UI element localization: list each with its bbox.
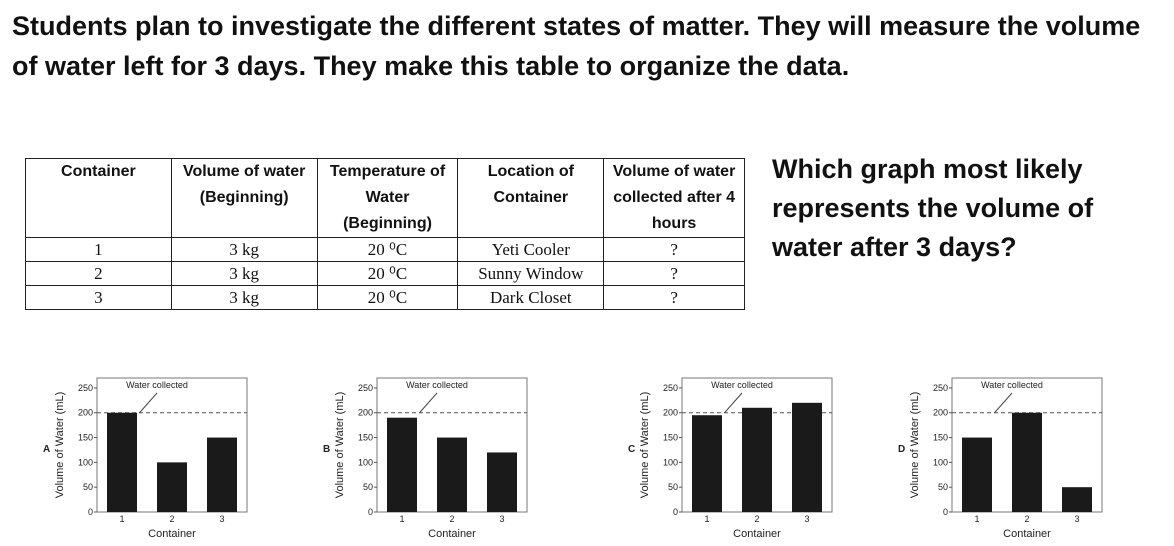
y-tick-label: 100 — [933, 457, 948, 467]
y-tick-label: 150 — [933, 433, 948, 443]
y-tick-label: 50 — [83, 482, 93, 492]
x-axis-label: Container — [148, 528, 196, 540]
x-tick-label: 2 — [449, 514, 454, 524]
y-tick-label: 50 — [668, 482, 678, 492]
y-tick-label: 200 — [933, 408, 948, 418]
annotation: Water collected — [711, 380, 773, 390]
header-cell: Container — [25, 158, 172, 238]
x-axis-label: Container — [733, 528, 781, 540]
question-text: Which graph most likely represents the v… — [772, 154, 1094, 262]
x-tick-label: 2 — [169, 514, 174, 524]
table-cell: 20 ⁰C — [316, 237, 459, 262]
table-cell: 2 — [25, 261, 172, 286]
x-tick-label: 2 — [754, 514, 759, 524]
x-tick-label: 1 — [704, 514, 709, 524]
data-table: Container Volume of water (Beginning) Te… — [25, 158, 745, 310]
x-tick-label: 3 — [804, 514, 809, 524]
table-cell: ? — [603, 285, 745, 310]
x-tick-label: 3 — [1074, 514, 1079, 524]
y-tick-label: 100 — [358, 457, 373, 467]
x-tick-label: 3 — [219, 514, 224, 524]
y-axis-label: Volume of Water (mL) — [639, 392, 651, 499]
annotation-leader — [994, 392, 1013, 414]
table-cell: ? — [603, 237, 745, 262]
y-tick-label: 0 — [673, 507, 678, 517]
table-cell: 20 ⁰C — [316, 261, 459, 286]
header-cell: Volume of water collected after 4 hours — [603, 158, 745, 238]
y-tick-label: 100 — [663, 457, 678, 467]
y-tick-label: 200 — [358, 408, 373, 418]
bar — [437, 437, 467, 512]
bar — [107, 412, 137, 512]
y-tick-label: 50 — [938, 482, 948, 492]
bar — [1012, 412, 1042, 512]
annotation-leader — [419, 392, 438, 414]
bar — [792, 402, 822, 512]
chart-letter: B — [323, 444, 330, 455]
table-cell: Yeti Cooler — [457, 237, 605, 262]
table-cell: Sunny Window — [457, 261, 605, 286]
table-cell: 3 kg — [170, 285, 318, 310]
y-tick-label: 0 — [88, 507, 93, 517]
chart-letter: D — [898, 444, 905, 455]
y-tick-label: 150 — [663, 433, 678, 443]
bar — [387, 417, 417, 512]
x-axis-label: Container — [1003, 528, 1051, 540]
y-tick-label: 200 — [78, 408, 93, 418]
header-cell: Temperature of Water (Beginning) — [316, 158, 459, 238]
chart-letter: C — [628, 444, 635, 455]
header-cell: Volume of water (Beginning) — [170, 158, 318, 238]
annotation: Water collected — [981, 380, 1043, 390]
table-cell: Dark Closet — [457, 285, 605, 310]
bar — [487, 452, 517, 512]
table-cell: 3 kg — [170, 237, 318, 262]
bar — [742, 407, 772, 512]
y-tick-label: 250 — [933, 383, 948, 393]
x-tick-label: 1 — [399, 514, 404, 524]
table-cell: 3 kg — [170, 261, 318, 286]
x-tick-label: 2 — [1024, 514, 1029, 524]
y-tick-label: 0 — [943, 507, 948, 517]
table-cell: ? — [603, 261, 745, 286]
annotation-leader — [724, 392, 743, 414]
bar — [207, 437, 237, 512]
chart-letter: A — [43, 444, 50, 455]
y-tick-label: 250 — [663, 383, 678, 393]
charts: A Volume of Water (mL)Container0501001502… — [43, 377, 1103, 540]
table-cell: 20 ⁰C — [316, 285, 459, 310]
y-tick-label: 150 — [358, 433, 373, 443]
y-axis-label: Volume of Water (mL) — [909, 392, 921, 499]
header-cell: Location of Container — [457, 158, 605, 238]
bar — [1062, 487, 1092, 512]
bar — [692, 415, 722, 512]
bar — [157, 462, 187, 512]
x-axis-label: Container — [428, 528, 476, 540]
annotation: Water collected — [126, 380, 188, 390]
y-tick-label: 50 — [363, 482, 373, 492]
table-header: Container Volume of water (Beginning) Te… — [25, 158, 745, 238]
y-tick-label: 200 — [663, 408, 678, 418]
y-tick-label: 100 — [78, 457, 93, 467]
bar — [962, 437, 992, 512]
annotation-leader — [139, 392, 158, 414]
table-cell: 3 — [25, 285, 172, 310]
y-tick-label: 0 — [368, 507, 373, 517]
y-axis-label: Volume of Water (mL) — [334, 392, 346, 499]
x-tick-label: 1 — [119, 514, 124, 524]
table-cell: 1 — [25, 237, 172, 262]
y-axis-label: Volume of Water (mL) — [54, 392, 66, 499]
y-tick-label: 250 — [358, 383, 373, 393]
y-tick-label: 150 — [78, 433, 93, 443]
y-tick-label: 250 — [78, 383, 93, 393]
x-tick-label: 1 — [974, 514, 979, 524]
intro-text: Students plan to investigate the differe… — [12, 11, 1141, 81]
annotation: Water collected — [406, 380, 468, 390]
x-tick-label: 3 — [499, 514, 504, 524]
